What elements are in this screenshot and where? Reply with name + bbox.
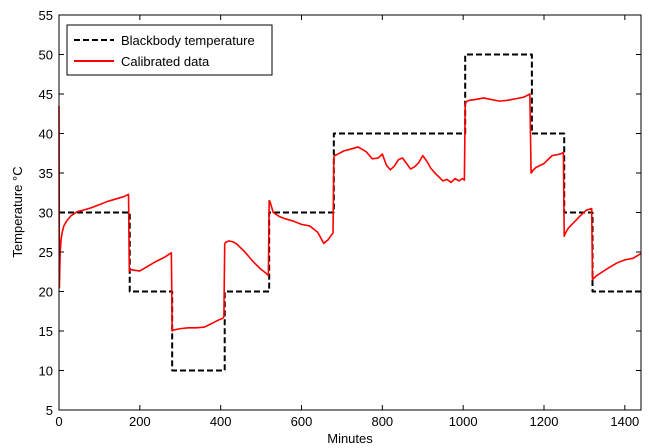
legend-label-calibrated: Calibrated data xyxy=(121,54,210,69)
legend-box xyxy=(66,24,273,76)
y-tick-label: 25 xyxy=(39,245,53,260)
x-tick-label: 1000 xyxy=(449,414,478,429)
x-tick-label: 1400 xyxy=(610,414,639,429)
y-tick-label: 15 xyxy=(39,324,53,339)
y-tick-label: 20 xyxy=(39,285,53,300)
x-tick-label: 0 xyxy=(55,414,62,429)
y-tick-label: 45 xyxy=(39,87,53,102)
x-tick-label: 800 xyxy=(371,414,393,429)
y-axis-label: Temperature °C xyxy=(10,166,25,257)
x-tick-label: 200 xyxy=(129,414,151,429)
x-axis-label: Minutes xyxy=(327,431,373,446)
x-tick-label: 1200 xyxy=(530,414,559,429)
y-tick-label: 55 xyxy=(39,8,53,23)
series-line-calibrated-data xyxy=(58,93,642,332)
y-tick-label: 40 xyxy=(39,127,53,142)
y-tick-label: 5 xyxy=(46,403,53,418)
legend-label-blackbody: Blackbody temperature xyxy=(121,33,255,48)
y-tick-label: 30 xyxy=(39,206,53,221)
series-layer xyxy=(58,53,642,372)
x-tick-label: 400 xyxy=(210,414,232,429)
y-tick-label: 10 xyxy=(39,364,53,379)
ticks-layer: 0 200 400 600 800 1000 1200 1400 5 10 15 20 25 30 35 40… xyxy=(39,8,641,429)
y-tick-label: 35 xyxy=(39,166,53,181)
legend: Blackbody temperature Calibrated data xyxy=(66,24,273,76)
series-line-blackbody-temperature xyxy=(59,53,641,372)
x-tick-label: 600 xyxy=(291,414,313,429)
y-tick-label: 50 xyxy=(39,48,53,63)
